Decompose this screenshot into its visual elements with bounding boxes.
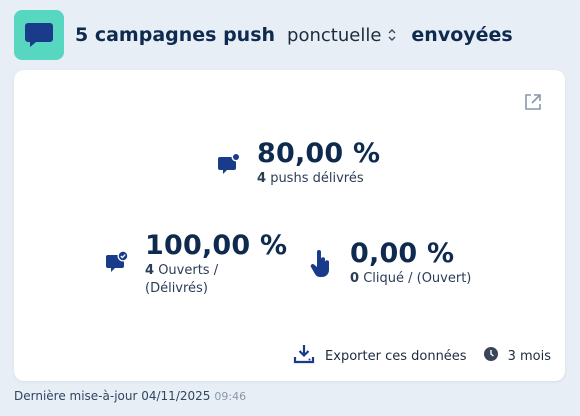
last-updated: Dernière mise-à-jour 04/11/2025 09:46 (14, 389, 246, 403)
delivered-metric: 80,00 % 4 pushs délivrés (217, 138, 380, 188)
period-selector[interactable]: 3 mois (483, 346, 551, 366)
clock-icon (483, 346, 499, 366)
chevron-up-down-icon (387, 28, 397, 42)
pointer-hand-icon (309, 250, 333, 277)
card-actions: Exporter ces données 3 mois (293, 343, 551, 369)
external-link-icon[interactable] (523, 92, 543, 116)
delivered-detail: 4 pushs délivrés (257, 171, 364, 186)
opened-metric: 100,00 % 4 Ouverts / (Délivrés) (105, 230, 287, 298)
message-check-icon (105, 250, 129, 274)
chat-bubble-icon (14, 10, 64, 60)
stats-card: 80,00 % 4 pushs délivrés 100,00 % 4 Ouve… (14, 70, 565, 381)
campaign-count-title: 5 campagnes push (75, 24, 276, 46)
opened-rate: 100,00 % (145, 230, 288, 261)
header: 5 campagnes push ponctuelle envoyées (14, 10, 513, 60)
message-dot-icon (217, 152, 241, 176)
campaign-type-select[interactable]: ponctuelle (287, 25, 397, 46)
clicked-detail: 0 Cliqué / (Ouvert) (350, 271, 472, 286)
last-updated-label: Dernière mise-à-jour 04/11/2025 (14, 389, 211, 403)
period-label: 3 mois (507, 348, 551, 364)
campaign-type-value: ponctuelle (287, 24, 382, 46)
delivered-rate: 80,00 % (257, 138, 381, 169)
export-button[interactable]: Exporter ces données (293, 343, 467, 369)
opened-detail: 4 Ouverts / (Délivrés) (145, 263, 219, 296)
export-label: Exporter ces données (325, 348, 467, 364)
download-icon (293, 343, 315, 369)
last-updated-time: 09:46 (214, 390, 247, 403)
clicked-metric: 0,00 % 0 Cliqué / (Ouvert) (309, 238, 471, 288)
clicked-rate: 0,00 % (350, 238, 455, 269)
campaign-state-title: envoyées (411, 24, 513, 46)
